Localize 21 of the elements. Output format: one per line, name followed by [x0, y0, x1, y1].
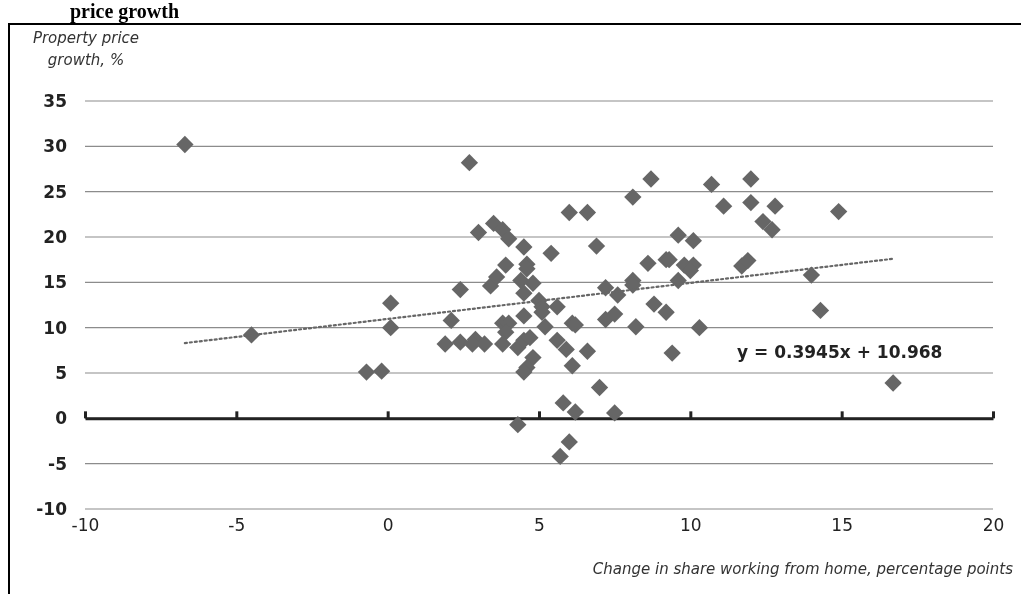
y-tick-label: 10: [43, 317, 68, 338]
y-tick-label: 0: [55, 408, 68, 429]
chart-title: price growth: [70, 0, 180, 23]
x-tick-label: -10: [71, 515, 100, 536]
y-tick-label: 15: [43, 272, 67, 293]
x-tick-label: 5: [534, 515, 545, 536]
x-axis-title: Change in share working from home, percentage points: [592, 560, 1014, 578]
y-tick-label: -5: [48, 453, 67, 474]
y-tick-label: 25: [43, 181, 67, 202]
x-tick-label: 0: [382, 515, 394, 536]
x-tick-label: -5: [228, 515, 246, 536]
y-tick-label: 35: [43, 90, 67, 111]
y-axis-title: Property price growth, %: [32, 29, 140, 69]
y-tick-label: -10: [36, 498, 68, 519]
y-tick-label: 5: [55, 362, 67, 383]
annotation: y = 0.3945x + 10.968: [737, 342, 943, 362]
x-tick-label: 10: [680, 515, 702, 536]
y-tick-label: 30: [43, 136, 68, 157]
y-tick-label: 20: [43, 226, 68, 247]
x-tick-label: 15: [831, 515, 853, 536]
x-tick-label: 20: [982, 515, 1005, 536]
